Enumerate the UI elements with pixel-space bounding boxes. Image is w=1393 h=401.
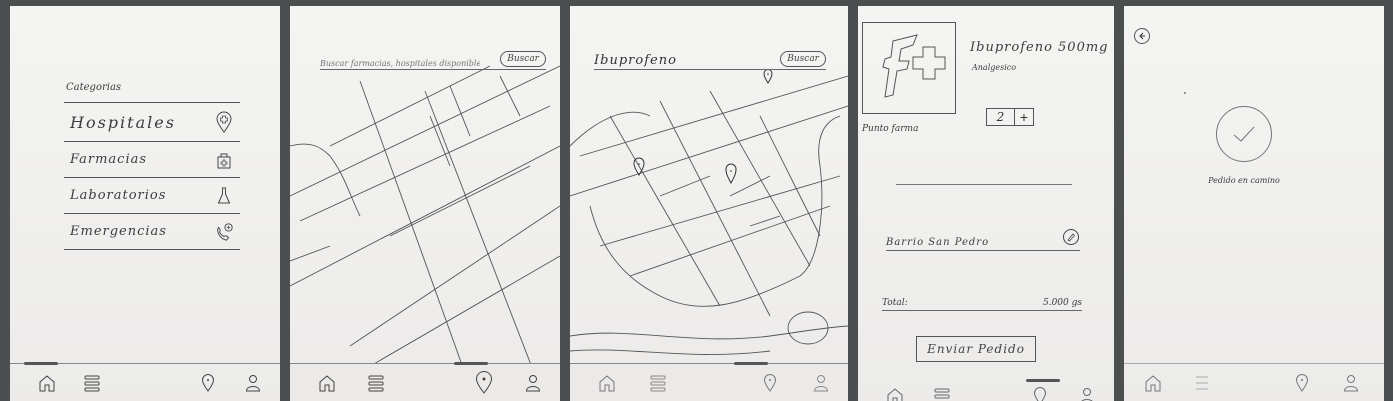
bottom-nav bbox=[290, 362, 560, 401]
category-label: Laboratorios bbox=[70, 188, 167, 203]
location-pin-icon[interactable] bbox=[1291, 372, 1313, 394]
menu-icon[interactable] bbox=[365, 372, 387, 394]
total-row: Total: 5.000 gs bbox=[882, 298, 1082, 311]
product-image bbox=[862, 22, 956, 114]
address-row: Barrio San Pedro bbox=[886, 228, 1080, 251]
search-results-screen: Buscar bbox=[570, 6, 848, 401]
send-order-button[interactable]: Enviar Pedido bbox=[916, 336, 1036, 362]
search-bar: Buscar bbox=[320, 51, 546, 70]
location-pin-icon[interactable] bbox=[197, 372, 219, 394]
ink-dot bbox=[1184, 92, 1186, 94]
back-arrow-icon[interactable] bbox=[1134, 28, 1150, 44]
bottom-nav bbox=[1124, 363, 1384, 401]
street-map[interactable] bbox=[290, 6, 560, 401]
category-hospitales[interactable]: Hospitales bbox=[64, 102, 240, 142]
address-text: Barrio San Pedro bbox=[886, 237, 990, 248]
profile-icon[interactable] bbox=[242, 372, 264, 394]
category-laboratorios[interactable]: Laboratorios bbox=[64, 178, 240, 214]
product-category: Analgesico bbox=[972, 63, 1017, 72]
category-label: Hospitales bbox=[70, 112, 176, 132]
menu-icon[interactable] bbox=[1191, 372, 1213, 394]
search-input[interactable] bbox=[594, 53, 754, 69]
location-pin-icon[interactable] bbox=[633, 156, 645, 180]
location-pin-icon[interactable] bbox=[763, 68, 773, 88]
categories-list: Hospitales Farmacias Laboratorios Emerge… bbox=[64, 102, 240, 250]
location-pin-icon[interactable] bbox=[1029, 385, 1051, 401]
search-bar: Buscar bbox=[594, 51, 826, 70]
menu-icon[interactable] bbox=[931, 385, 953, 401]
category-label: Emergencias bbox=[70, 224, 167, 239]
confirmation-screen: Pedido en camino bbox=[1124, 6, 1384, 401]
location-pin-icon[interactable] bbox=[725, 162, 737, 188]
success-check-icon bbox=[1216, 106, 1272, 162]
flask-icon bbox=[214, 186, 234, 206]
search-button[interactable]: Buscar bbox=[500, 51, 546, 67]
menu-icon[interactable] bbox=[647, 372, 669, 394]
product-name: Ibuprofeno 500mg bbox=[970, 40, 1109, 55]
bottom-nav bbox=[858, 379, 1114, 401]
categories-title: Categorias bbox=[66, 82, 122, 93]
bottom-nav bbox=[10, 362, 280, 401]
category-farmacias[interactable]: Farmacias bbox=[64, 142, 240, 178]
category-emergencias[interactable]: Emergencias bbox=[64, 214, 240, 250]
pharmacy-logo-icon bbox=[882, 34, 946, 98]
map-search-screen: Buscar bbox=[290, 6, 560, 401]
street-map[interactable] bbox=[570, 6, 848, 401]
active-tab-indicator bbox=[24, 362, 58, 365]
order-screen: Punto farma Ibuprofeno 500mg Analgesico … bbox=[858, 6, 1114, 401]
home-icon[interactable] bbox=[596, 372, 618, 394]
menu-icon[interactable] bbox=[81, 372, 103, 394]
quantity-stepper: + bbox=[986, 108, 1034, 126]
active-tab-indicator bbox=[1026, 379, 1060, 382]
active-tab-indicator bbox=[454, 362, 488, 365]
profile-icon[interactable] bbox=[810, 372, 832, 394]
order-status-text: Pedido en camino bbox=[1208, 176, 1280, 185]
quantity-input[interactable] bbox=[987, 109, 1015, 125]
total-value: 5.000 gs bbox=[1042, 298, 1082, 308]
profile-icon[interactable] bbox=[522, 372, 544, 394]
active-tab-indicator bbox=[734, 362, 768, 365]
quantity-plus-button[interactable]: + bbox=[1015, 109, 1033, 125]
total-label: Total: bbox=[882, 298, 908, 308]
location-pin-icon[interactable] bbox=[759, 372, 781, 394]
bottom-nav bbox=[570, 362, 848, 401]
emergency-phone-icon bbox=[214, 222, 234, 242]
profile-icon[interactable] bbox=[1340, 372, 1362, 394]
search-input[interactable] bbox=[320, 59, 480, 69]
edit-pencil-icon[interactable] bbox=[1062, 228, 1080, 250]
category-label: Farmacias bbox=[70, 152, 148, 167]
home-icon[interactable] bbox=[36, 372, 58, 394]
home-icon[interactable] bbox=[884, 385, 906, 401]
home-icon[interactable] bbox=[1142, 372, 1164, 394]
search-button[interactable]: Buscar bbox=[780, 51, 826, 67]
pharmacy-name: Punto farma bbox=[862, 124, 919, 134]
hospital-pin-icon bbox=[214, 111, 234, 133]
medicine-bag-icon bbox=[214, 150, 234, 170]
home-icon[interactable] bbox=[316, 372, 338, 394]
categories-screen: Categorias Hospitales Farmacias Laborato… bbox=[10, 6, 280, 401]
profile-icon[interactable] bbox=[1076, 385, 1098, 401]
divider bbox=[896, 184, 1072, 185]
location-pin-icon[interactable] bbox=[473, 370, 495, 394]
